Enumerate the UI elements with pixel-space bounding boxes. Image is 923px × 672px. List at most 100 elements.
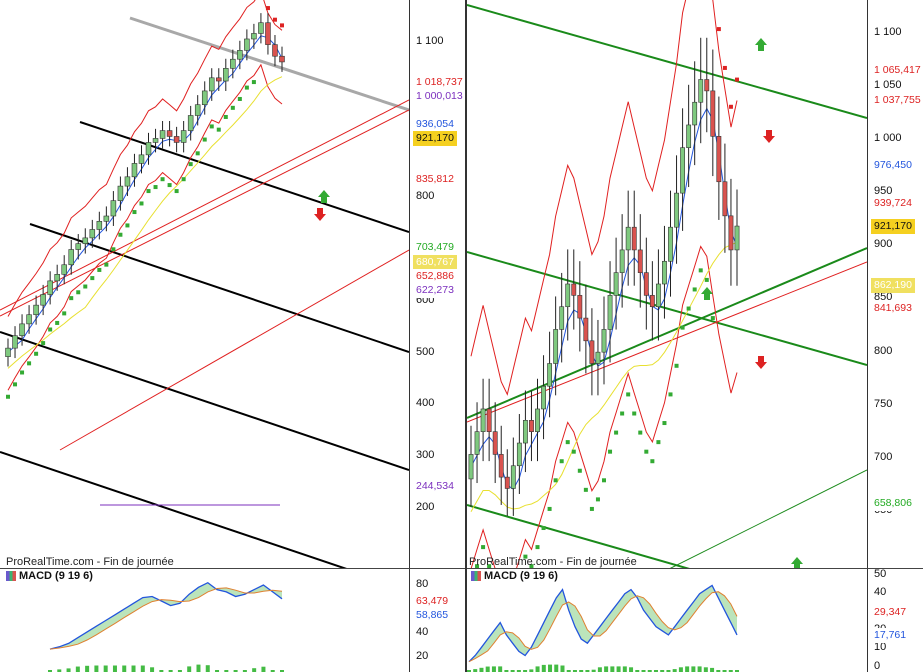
sar-dot <box>216 127 221 132</box>
candle-body <box>504 476 510 489</box>
candle-body <box>619 249 625 273</box>
left-macd-label[interactable]: MACD (9 19 6) <box>4 570 95 582</box>
sar-dot <box>728 104 733 109</box>
candle-body <box>12 335 18 349</box>
sar-dot <box>132 210 137 215</box>
sar-dot <box>614 430 619 435</box>
price-badge: 921,170 <box>413 131 457 146</box>
sar-dot <box>541 526 546 531</box>
left-pane-separator[interactable] <box>0 568 465 569</box>
axis-tick-label: 950 <box>874 185 893 197</box>
right-macd-label[interactable]: MACD (9 19 6) <box>469 570 560 582</box>
candle-body <box>68 249 74 266</box>
candle-body <box>516 442 522 467</box>
sar-dot <box>76 290 81 295</box>
macd-histogram-bar <box>548 664 553 672</box>
candle-body <box>180 130 187 143</box>
macd-histogram-bar <box>535 666 540 672</box>
candle-body <box>82 237 89 244</box>
price-badge: 921,170 <box>871 219 915 234</box>
sar-dot <box>735 77 739 82</box>
sar-dot <box>626 392 631 397</box>
candle-body <box>643 272 649 296</box>
macd-histogram-bar <box>516 670 521 672</box>
macd-histogram-bar <box>523 670 528 672</box>
macd-histogram-bar <box>622 666 627 672</box>
candle-body <box>26 314 32 325</box>
macd-histogram-bar <box>697 666 702 672</box>
candle-body <box>480 408 486 432</box>
macd-histogram-bar <box>572 670 577 672</box>
chart-divider[interactable] <box>465 0 467 672</box>
right-pane-separator[interactable] <box>467 568 923 569</box>
sar-dot <box>27 361 32 366</box>
sar-dot <box>704 277 709 282</box>
arrow-up-icon <box>318 190 330 203</box>
sar-dot <box>111 247 116 252</box>
candle-body <box>601 329 607 353</box>
candle-body <box>680 147 686 194</box>
left-macd-pane[interactable]: MACD (9 19 6) <box>0 569 409 672</box>
candle-body <box>510 465 516 489</box>
bollinger-lower-line <box>470 245 738 568</box>
axis-tick-label: 300 <box>416 449 435 461</box>
left-macd-chart <box>48 581 284 672</box>
candle-body <box>159 130 166 139</box>
sar-dot <box>668 392 673 397</box>
sar-dot <box>244 85 249 90</box>
trend-line <box>0 99 409 311</box>
macd-histogram-bar <box>653 670 658 672</box>
sar-dot <box>188 162 193 167</box>
macd-signal-line <box>49 587 283 650</box>
price-badge: 1 000,013 <box>413 89 466 104</box>
trend-line <box>29 223 409 353</box>
candle-body <box>237 50 243 60</box>
sar-dot <box>686 306 691 311</box>
arrow-up-icon <box>791 557 803 568</box>
axis-tick-label: 50 <box>874 568 887 580</box>
macd-histogram-bar <box>579 670 584 672</box>
macd-histogram-bar <box>94 665 99 672</box>
macd-histogram-bar <box>641 670 646 672</box>
sar-dot <box>251 80 256 85</box>
candle-body <box>138 154 145 164</box>
macd-histogram-bar <box>103 665 108 672</box>
axis-tick-label: 20 <box>416 650 429 662</box>
right-macd-pane[interactable]: MACD (9 19 6) <box>467 569 867 672</box>
candle-body <box>75 243 82 250</box>
candle-body <box>668 226 673 262</box>
candle-body <box>468 454 474 480</box>
candle-body <box>251 33 257 40</box>
arrow-up-icon <box>755 38 767 51</box>
axis-tick-label: 700 <box>874 451 893 463</box>
axis-tick-label: 800 <box>416 190 435 202</box>
trend-line <box>0 331 409 471</box>
macd-histogram-bar <box>215 670 220 672</box>
price-badge: 658,806 <box>871 496 915 511</box>
sar-dot <box>125 223 130 228</box>
macd-histogram-bar <box>672 669 677 672</box>
macd-fill-area <box>50 582 282 650</box>
macd-histogram-bar <box>597 667 602 672</box>
macd-histogram-bar <box>473 669 478 672</box>
price-badge: 939,724 <box>871 196 915 211</box>
axis-tick-label: 900 <box>874 238 893 250</box>
axis-tick-label: 40 <box>416 626 429 638</box>
trend-line <box>0 451 347 568</box>
candle-body <box>173 136 180 143</box>
macd-histogram-bar <box>529 669 534 672</box>
axis-tick-label: 1 100 <box>416 35 444 47</box>
candle-body <box>583 317 589 342</box>
moving-average-slow-line <box>7 76 283 369</box>
sar-dot <box>265 6 270 11</box>
candle-body <box>103 215 110 222</box>
left-price-pane[interactable]: ProRealTime.com - Fin de journée <box>0 0 409 568</box>
candle-body <box>559 306 565 330</box>
sar-dot <box>529 564 534 568</box>
right-price-pane[interactable]: ProRealTime.com - Fin de journée <box>467 0 867 568</box>
sar-dot <box>139 201 144 206</box>
